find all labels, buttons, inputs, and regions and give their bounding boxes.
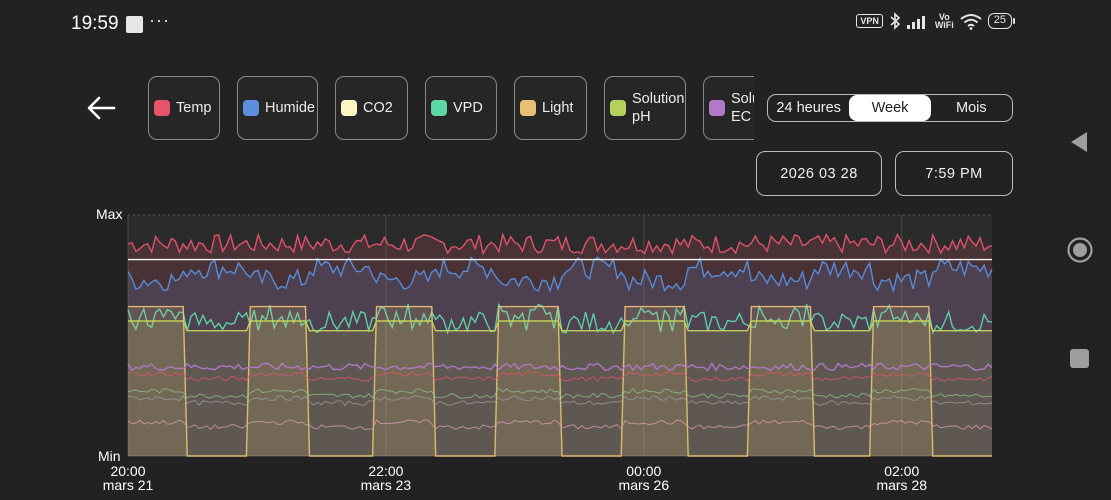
- series-line-secondary-2: [127, 395, 993, 406]
- battery-icon: 25: [987, 13, 1016, 29]
- series-area-temp: [128, 234, 992, 456]
- x-tick-time: 20:00: [110, 463, 145, 479]
- status-time: 19:59: [71, 13, 119, 34]
- light-color-swatch-icon: [520, 100, 536, 116]
- series-line-secondary-3: [127, 419, 993, 430]
- range-option-week[interactable]: Week: [849, 95, 931, 121]
- series-line-solution-ph: [128, 320, 992, 332]
- time-range-selector[interactable]: 24 heures Week Mois: [767, 94, 1013, 122]
- x-tick-date: mars 28: [876, 477, 927, 493]
- vpd-color-swatch-icon: [431, 100, 447, 116]
- humide-color-swatch-icon: [243, 100, 259, 116]
- chip-light-label: Light: [542, 100, 574, 116]
- range-option-24h[interactable]: 24 heures: [776, 100, 841, 116]
- chip-co2[interactable]: CO2: [335, 76, 408, 140]
- arrow-left-icon: [87, 96, 116, 120]
- chip-vpd-label: VPD: [453, 100, 483, 116]
- notification-square-icon: [126, 16, 143, 33]
- nav-recent-square-icon[interactable]: [1070, 349, 1089, 368]
- x-tick-time: 00:00: [626, 463, 661, 479]
- series-line-secondary-1: [127, 387, 993, 399]
- series-line-solution-ec: [127, 361, 993, 372]
- y-label-max: Max: [96, 206, 122, 222]
- series-line-vpd: [127, 302, 993, 335]
- co2-color-swatch-icon: [341, 100, 357, 116]
- chip-temp[interactable]: Temp: [148, 76, 220, 140]
- more-notifications-icon: ···: [149, 10, 170, 30]
- back-button[interactable]: [84, 92, 120, 124]
- vowifi-bottom: WiFi: [934, 20, 954, 30]
- status-bar: 19:59 ··· VPN Vo WiFi 25: [0, 0, 1111, 48]
- chip-humide-label: Humide: [265, 100, 315, 116]
- chip-temp-label: Temp: [176, 100, 212, 116]
- time-picker-button[interactable]: 7:59 PM: [895, 151, 1013, 196]
- x-tick-date: mars 26: [619, 477, 670, 493]
- chip-solution-ec-label: Solution EC: [731, 91, 754, 125]
- series-line-temp: [127, 232, 993, 256]
- chip-solution-ec[interactable]: Solution EC: [703, 76, 754, 140]
- y-label-min: Min: [98, 448, 121, 464]
- series-line-light: [128, 305, 992, 457]
- solution-ph-color-swatch-icon: [610, 100, 626, 116]
- series-area-solution-ph: [128, 321, 992, 456]
- x-tick-date: mars 23: [361, 477, 412, 493]
- vpn-icon: VPN: [856, 14, 883, 28]
- chip-co2-label: CO2: [363, 100, 393, 116]
- x-tick-date: mars 21: [103, 477, 154, 493]
- date-picker-button[interactable]: 2026 03 28: [756, 151, 882, 196]
- series-line-humide: [127, 256, 993, 294]
- solution-ec-color-swatch-icon: [709, 100, 725, 116]
- bluetooth-icon: [890, 12, 900, 30]
- signal-icon: [906, 16, 925, 29]
- sensor-chip-row[interactable]: Temp Humide CO2 VPD Light Solution pH So…: [148, 76, 754, 140]
- status-icons: VPN Vo WiFi 25: [856, 12, 1016, 30]
- temp-color-swatch-icon: [154, 100, 170, 116]
- chip-light[interactable]: Light: [514, 76, 587, 140]
- nav-back-triangle-icon[interactable]: [1069, 130, 1089, 154]
- vowifi-icon: Vo WiFi: [934, 12, 954, 30]
- x-tick-time: 22:00: [368, 463, 403, 479]
- series-line-secondary-0: [127, 371, 993, 383]
- chip-solution-ph-label: Solution pH: [632, 91, 685, 125]
- chip-vpd[interactable]: VPD: [425, 76, 497, 140]
- chip-humide[interactable]: Humide: [237, 76, 318, 140]
- vowifi-top: Vo: [938, 12, 950, 22]
- plot-area: [128, 215, 992, 456]
- wifi-icon: [960, 13, 982, 30]
- chip-solution-ph[interactable]: Solution pH: [604, 76, 686, 140]
- nav-home-circle-icon[interactable]: [1066, 236, 1094, 264]
- range-option-month[interactable]: Mois: [956, 100, 987, 116]
- x-tick-time: 02:00: [884, 463, 919, 479]
